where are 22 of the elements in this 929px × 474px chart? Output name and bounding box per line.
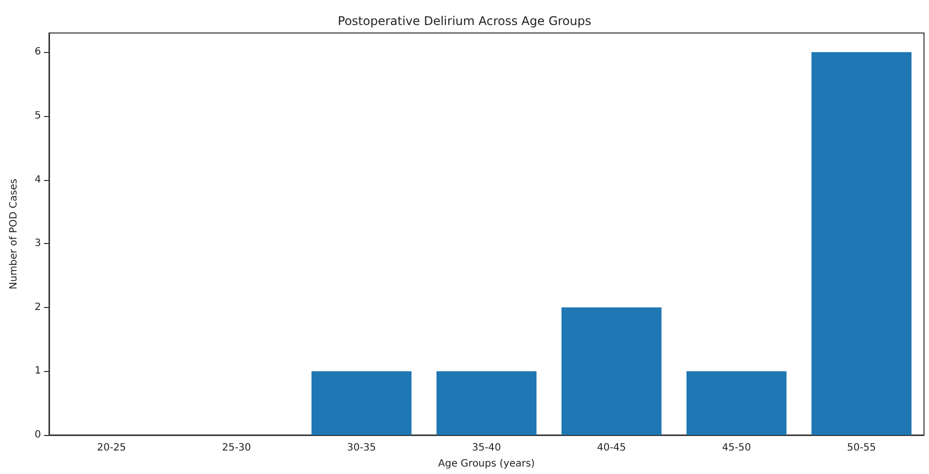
bar	[312, 371, 412, 435]
y-axis-title: Number of POD Cases	[8, 178, 20, 290]
x-tick-label: 40-45	[596, 442, 626, 454]
y-tick-label: 4	[34, 174, 41, 186]
x-tick-label: 35-40	[472, 442, 502, 454]
bar	[562, 307, 662, 435]
chart-title: Postoperative Delirium Across Age Groups	[338, 14, 592, 28]
bar	[812, 52, 912, 435]
y-tick-label: 1	[34, 366, 41, 377]
x-tick-label: 45-50	[722, 442, 752, 454]
bar	[686, 371, 786, 435]
y-tick-label: 5	[34, 110, 41, 122]
x-tick-label: 25-30	[222, 442, 252, 454]
y-tick-label: 0	[34, 430, 41, 440]
bar	[436, 371, 536, 435]
y-tick-label: 6	[34, 46, 41, 58]
x-tick-label: 30-35	[346, 442, 376, 454]
y-tick-label: 3	[34, 238, 41, 250]
x-tick-label: 50-55	[846, 442, 876, 454]
x-axis-title: Age Groups (years)	[438, 458, 535, 470]
y-tick-label: 2	[34, 302, 41, 313]
x-tick-label: 20-25	[96, 442, 126, 454]
